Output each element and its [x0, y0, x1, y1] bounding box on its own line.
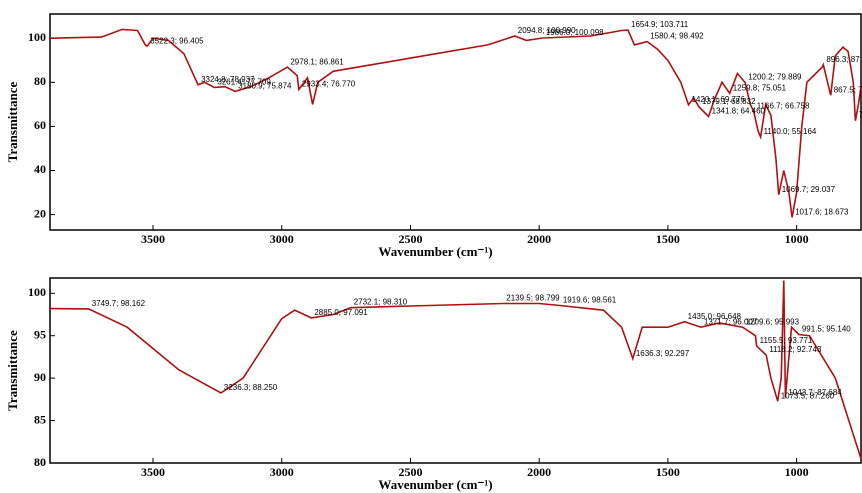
peak-label: 1073.5; 87.260 — [781, 391, 835, 400]
x-tick-label: 2500 — [398, 232, 422, 246]
peak-label: 2933.4; 76.770 — [302, 80, 356, 89]
spectrum-line — [49, 280, 862, 460]
x-tick-label: 3500 — [141, 465, 165, 479]
y-tick-label: 40 — [34, 162, 46, 176]
peak-label: 3324.8; 78.937 — [201, 75, 255, 84]
peak-label: 1371.7; 96.007 — [704, 317, 758, 326]
y-tick-label: 85 — [34, 412, 46, 426]
peak-label: 1341.8; 64.460 — [712, 107, 766, 116]
peak-label: 1043.7; 87.684 — [788, 388, 842, 397]
x-tick-label: 2000 — [527, 232, 551, 246]
peak-label: 991.5; 95.140 — [802, 325, 851, 334]
peak-label: 2139.5; 98.799 — [506, 294, 560, 303]
plot-frame — [49, 13, 862, 231]
y-tick-label: 100 — [28, 30, 46, 44]
peak-label: 1155.5; 93.771 — [760, 336, 813, 345]
y-tick-label: 95 — [34, 327, 46, 341]
peak-label: 1919.6; 98.561 — [563, 296, 617, 305]
x-tick-label: 2000 — [527, 465, 551, 479]
peak-label: 1379.1; 68.832 — [702, 97, 756, 106]
peak-label: 2978.1; 86.861 — [290, 57, 344, 66]
peak-label: 1654.9; 103.711 — [631, 20, 689, 29]
y-tick-label: 100 — [28, 285, 46, 299]
peak-label: 1435.0; 96.648 — [688, 312, 742, 321]
peak-label: 2094.8; 100.990 — [518, 26, 576, 35]
x-tick-label: 1000 — [785, 465, 809, 479]
y-axis-label: Transmittance — [5, 81, 20, 162]
peak-label: 3236.3; 88.250 — [224, 383, 278, 392]
x-axis-label: Wavenumber (cm⁻¹) — [378, 477, 492, 492]
y-axis-label: Transmittance — [5, 330, 20, 411]
peak-label: 3261.4; 77.709 — [217, 77, 271, 86]
peak-label: 1209.6; 95.993 — [746, 317, 800, 326]
x-tick-label: 1000 — [785, 232, 809, 246]
y-tick-label: 90 — [34, 370, 46, 384]
peak-label: 1636.3; 92.297 — [636, 349, 690, 358]
peak-label: 2732.1; 98.310 — [354, 298, 408, 307]
peak-label: 1069.7; 29.037 — [782, 185, 836, 194]
peak-label: 1986.0; 100.098 — [546, 28, 604, 37]
x-tick-label: 3000 — [270, 232, 294, 246]
peak-label: 1200.2; 79.889 — [748, 73, 802, 82]
x-axis-label: Wavenumber (cm⁻¹) — [378, 244, 492, 259]
spectrum-line — [49, 28, 862, 218]
peak-label: 867.5; 74.145 — [834, 85, 862, 94]
y-tick-label: 60 — [34, 118, 46, 132]
peak-label: 771.6; 62.628 — [858, 111, 862, 120]
peak-label: 3522.3; 96.405 — [150, 36, 204, 45]
peak-label: 3749.7; 98.162 — [92, 299, 146, 308]
peak-label: 1580.4; 98.492 — [650, 32, 704, 41]
peak-label: 896.3; 87.965 — [826, 55, 862, 64]
plot-frame — [49, 277, 862, 464]
peak-label: 2885.0; 97.091 — [314, 308, 368, 317]
peak-label: 1420.1; 69.776 — [691, 95, 745, 104]
peak-label: 1259.8; 75.051 — [733, 83, 787, 92]
y-tick-label: 80 — [34, 74, 46, 88]
x-tick-label: 2500 — [398, 465, 422, 479]
x-tick-label: 3000 — [270, 465, 294, 479]
y-tick-label: 20 — [34, 206, 46, 220]
x-tick-label: 1500 — [656, 232, 680, 246]
peak-label: 3180.9; 75.874 — [238, 82, 292, 91]
x-tick-label: 3500 — [141, 232, 165, 246]
peak-label: 1017.6; 18.673 — [795, 208, 849, 217]
peak-label: 1118.2; 92.743 — [769, 345, 822, 354]
y-tick-label: 80 — [34, 455, 46, 469]
peak-label: 1166.7; 66.758 — [757, 102, 810, 111]
x-tick-label: 1500 — [656, 465, 680, 479]
peak-label: 1140.0; 55.164 — [764, 127, 817, 136]
